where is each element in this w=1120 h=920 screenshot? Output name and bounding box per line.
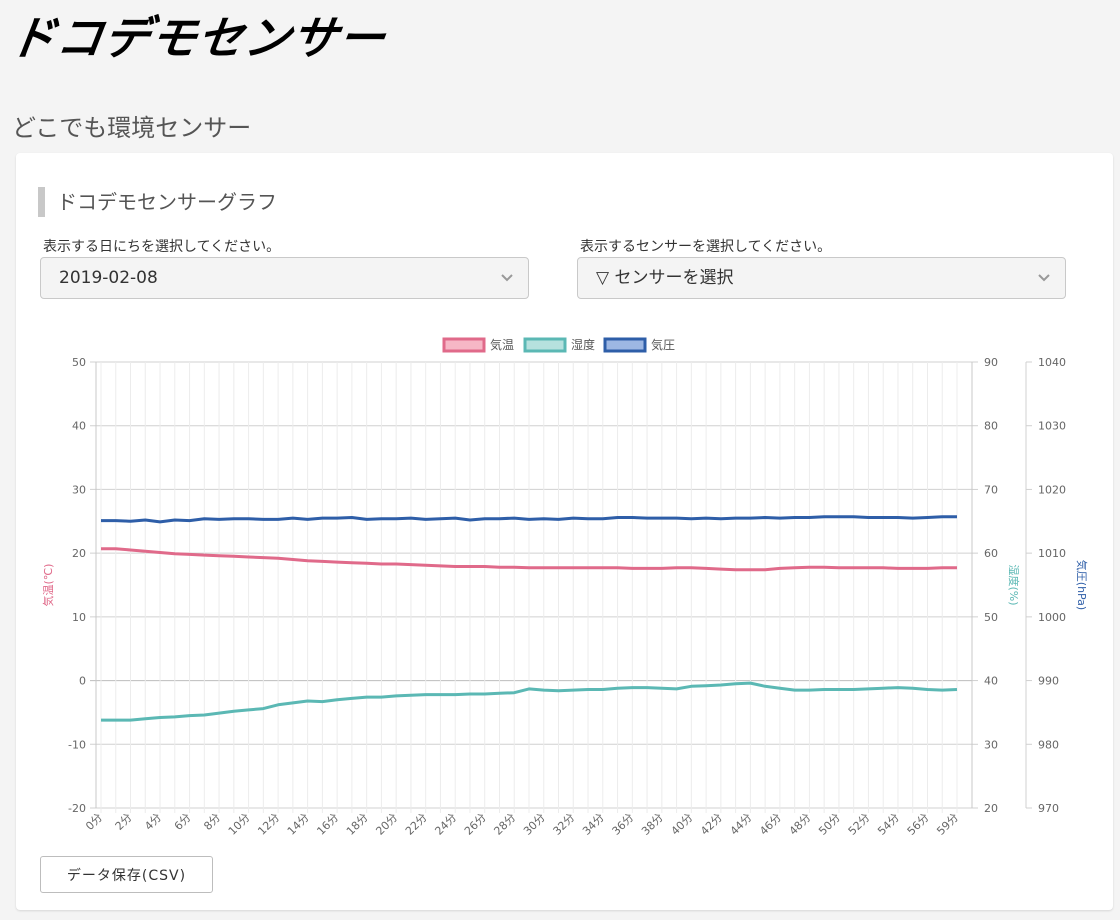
x-tick-label: 2分 bbox=[113, 811, 135, 833]
y-right2-axis-title: 気圧(hPa) bbox=[1075, 560, 1089, 610]
y-right1-tick-label: 60 bbox=[984, 547, 998, 560]
date-select[interactable]: 2019-02-08 bbox=[40, 257, 529, 299]
graph-card: ドコデモセンサーグラフ 表示する日にちを選択してください。 2019-02-08… bbox=[16, 153, 1113, 910]
x-tick-label: 24分 bbox=[432, 811, 459, 838]
sensor-select[interactable]: ▽ センサーを選択 bbox=[577, 257, 1066, 299]
y-right1-axis-title: 湿度(%) bbox=[1007, 564, 1021, 605]
y-right1-tick-label: 90 bbox=[984, 356, 998, 369]
x-tick-label: 8分 bbox=[201, 811, 223, 833]
page-subtitle: どこでも環境センサー bbox=[12, 114, 252, 142]
y-right2-tick-label: 1040 bbox=[1038, 356, 1066, 369]
legend-label: 湿度 bbox=[571, 337, 595, 352]
y-right2-tick-label: 980 bbox=[1038, 738, 1059, 751]
x-tick-label: 16分 bbox=[314, 811, 341, 838]
y-right1-tick-label: 20 bbox=[984, 802, 998, 815]
y-left-axis-title: 気温(℃) bbox=[41, 564, 55, 607]
y-right2-tick-label: 1020 bbox=[1038, 483, 1066, 496]
x-tick-label: 22分 bbox=[403, 811, 430, 838]
y-left-tick-label: 50 bbox=[72, 356, 86, 369]
y-right1-tick-label: 40 bbox=[984, 675, 998, 688]
x-tick-label: 40分 bbox=[669, 811, 696, 838]
y-left-tick-label: 30 bbox=[72, 483, 86, 496]
y-left-tick-label: 10 bbox=[72, 611, 86, 624]
x-tick-label: 34分 bbox=[580, 811, 607, 838]
x-tick-label: 59分 bbox=[934, 811, 961, 838]
date-select-label: 表示する日にちを選択してください。 bbox=[43, 239, 281, 255]
x-tick-label: 52分 bbox=[846, 811, 873, 838]
x-tick-label: 0分 bbox=[83, 811, 105, 833]
x-tick-label: 48分 bbox=[787, 811, 814, 838]
x-tick-label: 50分 bbox=[816, 811, 843, 838]
x-tick-label: 56分 bbox=[905, 811, 932, 838]
legend-label: 気圧 bbox=[651, 337, 675, 352]
y-right2-tick-label: 990 bbox=[1038, 675, 1059, 688]
x-tick-label: 54分 bbox=[875, 811, 902, 838]
x-tick-label: 10分 bbox=[226, 811, 253, 838]
x-tick-label: 20分 bbox=[373, 811, 400, 838]
y-right2-tick-label: 970 bbox=[1038, 802, 1059, 815]
card-title: ドコデモセンサーグラフ bbox=[38, 187, 277, 217]
x-tick-label: 42分 bbox=[698, 811, 725, 838]
x-tick-label: 30分 bbox=[521, 811, 548, 838]
chevron-down-icon bbox=[501, 274, 513, 282]
y-left-tick-label: 0 bbox=[79, 675, 86, 688]
x-tick-label: 18分 bbox=[344, 811, 371, 838]
y-right1-tick-label: 80 bbox=[984, 420, 998, 433]
x-tick-label: 28分 bbox=[491, 811, 518, 838]
y-left-tick-label: 20 bbox=[72, 547, 86, 560]
legend-label: 気温 bbox=[490, 337, 514, 352]
legend-swatch bbox=[523, 337, 567, 353]
x-tick-label: 38分 bbox=[639, 811, 666, 838]
x-tick-label: 12分 bbox=[255, 811, 282, 838]
y-right1-tick-label: 30 bbox=[984, 738, 998, 751]
save-csv-button[interactable]: データ保存(CSV) bbox=[40, 856, 213, 893]
y-left-tick-label: 40 bbox=[72, 420, 86, 433]
sensor-select-label: 表示するセンサーを選択してください。 bbox=[580, 239, 832, 255]
y-right2-tick-label: 1000 bbox=[1038, 611, 1066, 624]
series-line-right1 bbox=[101, 681, 958, 722]
x-tick-label: 6分 bbox=[172, 811, 194, 833]
x-tick-label: 44分 bbox=[728, 811, 755, 838]
y-right1-tick-label: 50 bbox=[984, 611, 998, 624]
y-right2-tick-label: 1030 bbox=[1038, 420, 1066, 433]
y-right2-tick-label: 1010 bbox=[1038, 547, 1066, 560]
chevron-down-icon bbox=[1038, 274, 1050, 282]
x-tick-label: 4分 bbox=[142, 811, 164, 833]
date-select-value: 2019-02-08 bbox=[59, 268, 158, 288]
series-line-left bbox=[101, 547, 957, 572]
x-tick-label: 46分 bbox=[757, 811, 784, 838]
sensor-select-value: ▽ センサーを選択 bbox=[596, 268, 734, 288]
series-line-right2 bbox=[101, 515, 957, 524]
x-tick-label: 14分 bbox=[285, 811, 312, 838]
x-tick-label: 36分 bbox=[610, 811, 637, 838]
y-left-tick-label: -10 bbox=[68, 738, 86, 751]
x-tick-label: 26分 bbox=[462, 811, 489, 838]
legend-swatch bbox=[603, 337, 647, 353]
y-right1-tick-label: 70 bbox=[984, 483, 998, 496]
x-tick-label: 32分 bbox=[551, 811, 578, 838]
legend-swatch bbox=[442, 337, 486, 353]
y-left-tick-label: -20 bbox=[68, 802, 86, 815]
